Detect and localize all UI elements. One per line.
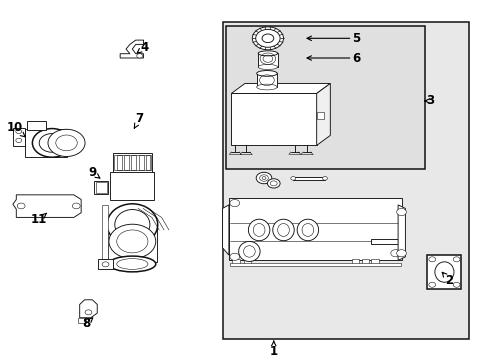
- Polygon shape: [120, 40, 143, 58]
- Bar: [131, 156, 136, 170]
- Circle shape: [16, 129, 21, 134]
- Bar: [98, 259, 113, 269]
- Bar: [117, 156, 122, 170]
- Polygon shape: [13, 195, 81, 217]
- Circle shape: [390, 249, 400, 257]
- Ellipse shape: [322, 176, 327, 180]
- Ellipse shape: [48, 129, 85, 157]
- Circle shape: [262, 34, 273, 42]
- Bar: [113, 153, 152, 173]
- Circle shape: [270, 181, 277, 186]
- Circle shape: [17, 203, 25, 209]
- Polygon shape: [231, 84, 330, 94]
- Polygon shape: [102, 205, 108, 258]
- Text: 7: 7: [134, 112, 143, 128]
- Text: 2: 2: [441, 272, 452, 287]
- Polygon shape: [397, 205, 405, 260]
- Circle shape: [229, 253, 239, 260]
- Ellipse shape: [109, 224, 156, 258]
- Ellipse shape: [272, 219, 294, 241]
- Bar: [228, 198, 401, 260]
- Bar: [258, 53, 277, 67]
- Text: 10: 10: [6, 121, 25, 137]
- Bar: [226, 26, 424, 169]
- Text: 9: 9: [88, 166, 100, 179]
- Bar: [293, 176, 325, 180]
- Polygon shape: [229, 263, 400, 266]
- Circle shape: [102, 262, 109, 267]
- Bar: [370, 239, 397, 244]
- Bar: [361, 258, 368, 264]
- Ellipse shape: [290, 176, 295, 180]
- Ellipse shape: [256, 71, 277, 76]
- Bar: [25, 129, 66, 157]
- Circle shape: [262, 176, 265, 179]
- Ellipse shape: [32, 129, 71, 157]
- Polygon shape: [222, 205, 228, 255]
- Bar: [94, 180, 108, 194]
- Bar: [231, 94, 316, 145]
- Circle shape: [72, 203, 80, 209]
- Bar: [124, 156, 129, 170]
- Text: 6: 6: [306, 51, 360, 64]
- Polygon shape: [80, 300, 97, 318]
- Text: 8: 8: [81, 317, 93, 330]
- Circle shape: [259, 175, 268, 181]
- Ellipse shape: [109, 256, 156, 272]
- Circle shape: [396, 208, 406, 216]
- Bar: [370, 258, 378, 264]
- Circle shape: [452, 282, 459, 287]
- Circle shape: [396, 249, 406, 257]
- Ellipse shape: [256, 84, 277, 90]
- Bar: [26, 121, 46, 130]
- Text: 4: 4: [137, 41, 148, 54]
- Circle shape: [428, 282, 435, 287]
- Bar: [114, 156, 150, 171]
- Ellipse shape: [258, 64, 277, 69]
- Bar: [351, 258, 358, 264]
- Polygon shape: [316, 84, 330, 145]
- Text: 3: 3: [424, 94, 433, 108]
- Bar: [222, 22, 468, 339]
- Bar: [232, 258, 239, 264]
- Circle shape: [85, 310, 92, 315]
- Bar: [13, 128, 25, 146]
- Bar: [146, 156, 151, 170]
- Ellipse shape: [107, 204, 158, 246]
- Bar: [96, 182, 106, 193]
- Ellipse shape: [248, 219, 269, 241]
- Circle shape: [256, 172, 271, 184]
- Bar: [139, 156, 143, 170]
- Circle shape: [137, 54, 142, 58]
- Ellipse shape: [238, 242, 260, 261]
- Ellipse shape: [297, 219, 318, 241]
- Circle shape: [255, 30, 280, 47]
- Bar: [427, 255, 461, 289]
- Bar: [243, 258, 250, 264]
- Bar: [108, 221, 157, 262]
- Circle shape: [252, 27, 283, 50]
- Text: 11: 11: [31, 213, 47, 226]
- Circle shape: [452, 257, 459, 262]
- Circle shape: [16, 138, 21, 143]
- Bar: [256, 73, 277, 87]
- Text: 5: 5: [306, 32, 360, 45]
- Text: 1: 1: [269, 341, 277, 357]
- Bar: [316, 112, 324, 120]
- Bar: [110, 172, 154, 199]
- Circle shape: [229, 199, 239, 207]
- Circle shape: [428, 257, 435, 262]
- Polygon shape: [78, 318, 86, 323]
- Ellipse shape: [258, 51, 277, 56]
- Circle shape: [267, 179, 280, 188]
